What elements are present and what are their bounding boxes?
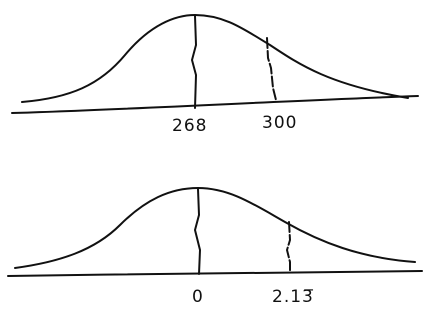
sketch: 268 300 0 2.13̅: [0, 0, 433, 318]
label: 300: [262, 113, 297, 133]
bell-curve: [22, 15, 408, 102]
top-curve-group: 268 300: [12, 15, 418, 136]
label: 268: [172, 116, 207, 136]
baseline: [8, 271, 422, 276]
baseline: [12, 96, 418, 113]
marker-line: [287, 222, 290, 272]
bottom-curve-group: 0 2.13̅: [8, 188, 422, 307]
label: 2.13̅: [272, 287, 314, 307]
center-line: [192, 16, 196, 108]
label: 0: [192, 287, 204, 307]
center-line: [195, 189, 200, 274]
bell-curve: [15, 188, 415, 268]
